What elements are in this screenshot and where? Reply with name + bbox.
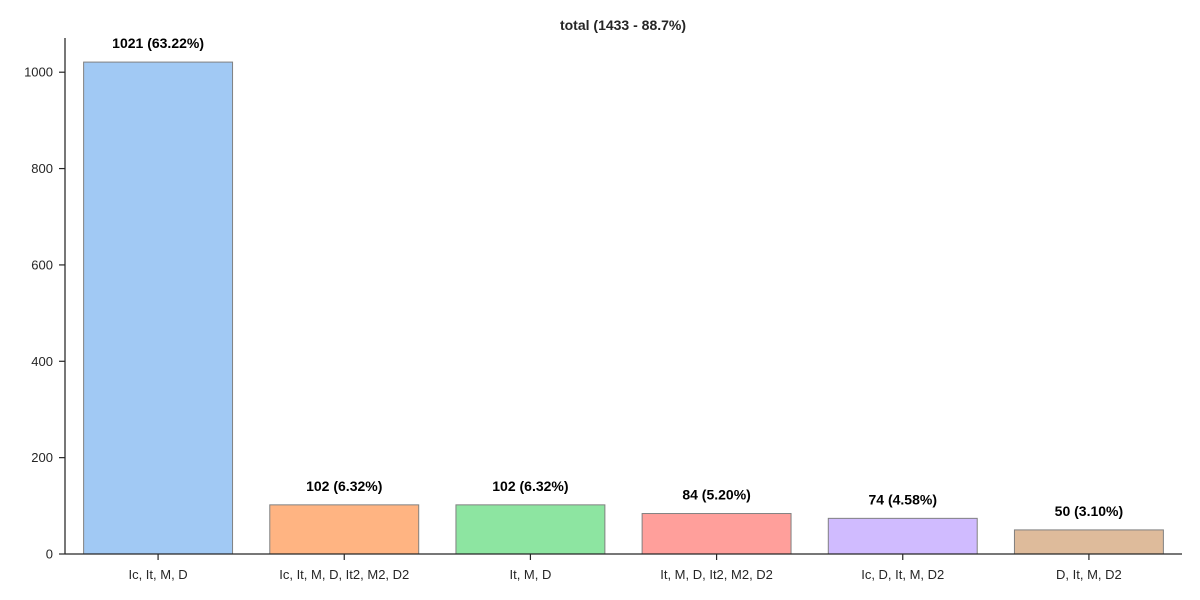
bar-4 bbox=[641, 513, 792, 555]
data-label-3: 102 (6.32%) bbox=[492, 478, 568, 494]
data-label-2: 102 (6.32%) bbox=[306, 478, 382, 494]
bars-group bbox=[83, 61, 1164, 555]
bar-3 bbox=[455, 504, 606, 555]
bar-6 bbox=[1013, 529, 1164, 555]
bar-1 bbox=[83, 61, 234, 555]
chart-title: total (1433 - 88.7%) bbox=[560, 17, 686, 33]
y-tick-label: 600 bbox=[31, 257, 53, 272]
y-tick-label: 800 bbox=[31, 161, 53, 176]
x-tick-label: It, M, D bbox=[509, 567, 551, 582]
bar-2 bbox=[269, 504, 420, 555]
y-tick-label: 400 bbox=[31, 354, 53, 369]
x-axis: Ic, It, M, D Ic, It, M, D, It2, M2, D2 It,… bbox=[65, 553, 1182, 582]
x-tick-label: It, M, D, It2, M2, D2 bbox=[660, 567, 773, 582]
data-label-1: 1021 (63.22%) bbox=[112, 35, 204, 51]
x-tick-label: Ic, D, It, M, D2 bbox=[861, 567, 944, 582]
x-tick-label: Ic, It, M, D, It2, M2, D2 bbox=[279, 567, 409, 582]
y-tick-label: 1000 bbox=[24, 65, 53, 80]
x-tick-label: D, It, M, D2 bbox=[1056, 567, 1122, 582]
y-tick-label: 0 bbox=[46, 547, 53, 562]
data-label-6: 50 (3.10%) bbox=[1055, 503, 1123, 519]
x-tick-label: Ic, It, M, D bbox=[128, 567, 187, 582]
data-label-4: 84 (5.20%) bbox=[682, 487, 750, 503]
bar-5 bbox=[827, 517, 978, 555]
y-tick-label: 200 bbox=[31, 450, 53, 465]
data-label-5: 74 (4.58%) bbox=[869, 491, 937, 507]
y-axis: 0 200 400 600 800 1000 bbox=[24, 38, 66, 562]
data-labels-group: 1021 (63.22%) 102 (6.32%) 102 (6.32%) 84 (5… bbox=[112, 35, 1123, 519]
